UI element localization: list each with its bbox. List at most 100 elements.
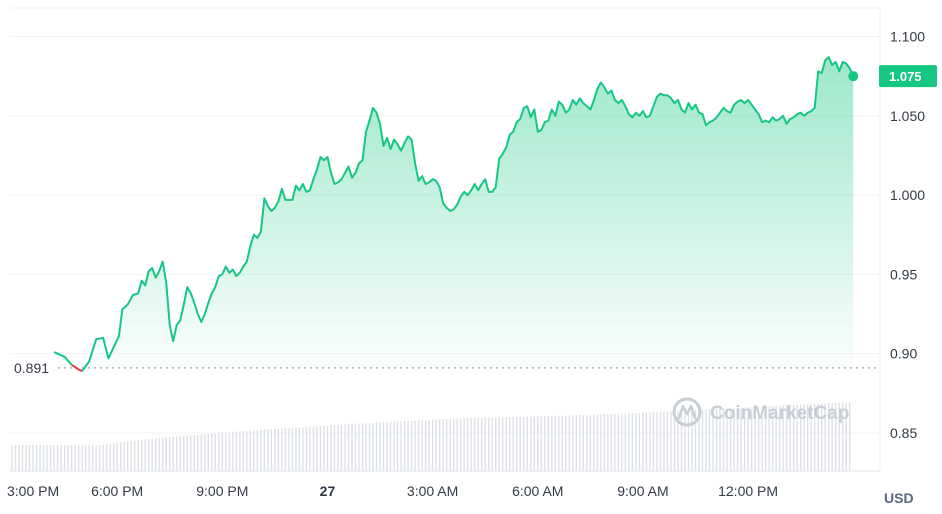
- volume-bar-72: [263, 429, 266, 471]
- volume-bar-162: [579, 415, 581, 471]
- volume-bar-137: [491, 417, 493, 471]
- volume-bar-147: [526, 416, 528, 471]
- currency-unit-label: USD: [884, 490, 914, 506]
- volume-bar-26: [102, 444, 104, 471]
- volume-bar-43: [162, 437, 164, 471]
- volume-bar-165: [589, 414, 592, 471]
- volume-bar-96: [347, 424, 350, 471]
- volume-bar-130: [466, 418, 469, 471]
- volume-bar-110: [396, 421, 399, 471]
- y-axis: 1.100 1.050 1.000 0.95 0.90 0.85: [890, 29, 925, 441]
- volume-bar-35: [133, 440, 136, 471]
- volume-bar-168: [600, 414, 602, 471]
- volume-bar-28: [109, 443, 111, 471]
- volume-bar-135: [484, 417, 486, 471]
- volume-bar-238: [845, 402, 847, 471]
- volume-bar-77: [281, 428, 283, 471]
- volume-bar-27: [105, 444, 108, 471]
- volume-bar-178: [635, 413, 637, 471]
- volume-bar-114: [410, 420, 413, 471]
- volume-bar-239: [849, 402, 851, 471]
- volume-bar-189: [673, 411, 676, 471]
- x-tick-label-3: 27: [320, 483, 336, 499]
- volume-bar-36: [137, 439, 139, 471]
- coinmarketcap-logo-icon: [672, 397, 702, 427]
- volume-bar-108: [389, 421, 392, 471]
- volume-bar-113: [407, 420, 409, 471]
- volume-bar-151: [540, 416, 542, 471]
- volume-bar-174: [621, 413, 623, 471]
- volume-bar-227: [806, 404, 809, 471]
- volume-bar-62: [228, 432, 231, 471]
- volume-bar-222: [789, 405, 791, 471]
- volume-bar-76: [277, 428, 280, 471]
- volume-bar-118: [424, 420, 427, 471]
- x-tick-label-7: 12:00 PM: [718, 483, 778, 499]
- volume-bar-136: [488, 417, 490, 471]
- volume-bar-234: [831, 402, 833, 471]
- volume-bar-157: [561, 415, 564, 471]
- volume-bar-124: [445, 418, 448, 471]
- volume-bar-34: [130, 440, 132, 471]
- volume-bar-209: [743, 407, 746, 471]
- x-tick-label-0: 3:00 PM: [7, 483, 59, 499]
- volume-bar-226: [803, 404, 805, 471]
- volume-bar-196: [698, 409, 700, 471]
- volume-bar-145: [519, 416, 521, 471]
- volume-bar-159: [568, 415, 571, 471]
- volume-bar-225: [799, 404, 802, 471]
- volume-bar-127: [456, 418, 458, 471]
- volume-bar-210: [747, 407, 749, 471]
- volume-bar-197: [701, 409, 704, 471]
- volume-bar-41: [155, 438, 157, 471]
- volume-bar-206: [733, 408, 735, 471]
- volume-bar-237: [842, 402, 844, 471]
- volume-bar-92: [333, 425, 336, 471]
- volume-bar-199: [708, 409, 711, 471]
- volume-bar-176: [628, 413, 630, 471]
- volume-bar-80: [291, 427, 294, 471]
- volume-bar-213: [757, 406, 760, 471]
- volume-bar-70: [256, 430, 259, 471]
- volume-bar-53: [197, 434, 199, 471]
- volume-bar-121: [435, 419, 437, 471]
- volume-bar-140: [502, 417, 504, 471]
- volume-bar-171: [610, 414, 613, 471]
- volume-bar-81: [295, 427, 297, 471]
- volume-bar-5: [28, 444, 31, 471]
- volume-bar-6: [32, 444, 34, 471]
- volume-bar-88: [319, 425, 322, 471]
- volume-bar-42: [158, 438, 160, 471]
- volume-bar-75: [274, 428, 276, 471]
- volume-bar-236: [838, 402, 840, 471]
- price-line: [53, 351, 73, 366]
- volume-bar-59: [218, 433, 220, 471]
- volume-bar-208: [740, 407, 742, 471]
- volume-bar-231: [820, 403, 823, 471]
- volume-bar-169: [603, 414, 606, 471]
- y-tick-label-0: 1.100: [890, 29, 925, 45]
- volume-bar-89: [323, 425, 325, 471]
- volume-bar-146: [523, 416, 525, 471]
- volume-bar-3: [21, 444, 24, 471]
- volume-bar-229: [813, 403, 816, 471]
- volume-bar-119: [428, 419, 430, 471]
- volume-bar-10: [46, 445, 48, 471]
- volume-bar-187: [666, 411, 669, 471]
- volume-bar-65: [239, 431, 241, 471]
- volume-bar-111: [400, 421, 402, 471]
- volume-bar-105: [379, 422, 381, 471]
- volume-bar-218: [775, 405, 777, 471]
- current-price-dot[interactable]: [848, 71, 859, 82]
- volume-bar-150: [537, 416, 539, 471]
- volume-bar-44: [165, 437, 167, 471]
- volume-bar-133: [477, 417, 479, 471]
- volume-bar-207: [736, 407, 739, 471]
- current-price-badge: 1.075: [879, 65, 937, 88]
- volume-bar-106: [382, 422, 385, 471]
- volume-bar-74: [270, 429, 273, 471]
- volume-bar-78: [284, 428, 287, 471]
- volume-bar-195: [694, 410, 697, 471]
- volume-bar-116: [417, 420, 420, 471]
